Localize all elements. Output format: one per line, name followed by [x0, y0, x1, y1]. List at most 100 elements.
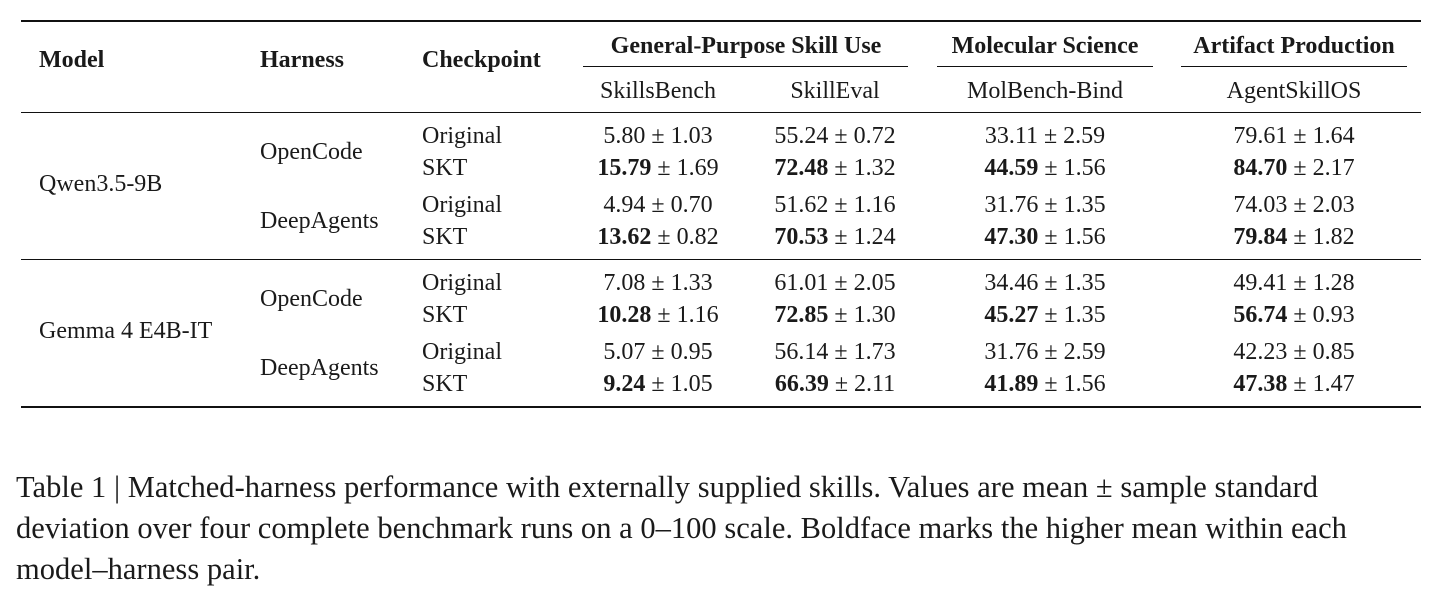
score-sd: ± 2.59 — [1038, 339, 1106, 365]
score-mean: 66.39 — [774, 371, 829, 397]
score-cell: 56.74 ± 0.93 — [1233, 303, 1354, 327]
score-cell: 79.61 ± 1.64 — [1233, 124, 1354, 148]
score-sd: ± 1.73 — [828, 339, 896, 365]
checkpoint-label: Original — [422, 192, 502, 218]
score-mean: 56.74 — [1233, 302, 1288, 328]
score-mean: 72.85 — [774, 302, 829, 328]
score-sd: ± 0.72 — [828, 123, 896, 149]
score-cell: 33.11 ± 2.59 — [985, 124, 1105, 148]
group-underline-artifact — [1181, 66, 1407, 68]
score-sd: ± 1.30 — [828, 302, 896, 328]
checkpoint-label: SKT — [422, 371, 468, 397]
score-cell: 74.03 ± 2.03 — [1233, 193, 1354, 217]
harness-name: DeepAgents — [260, 355, 379, 381]
score-mean: 72.48 — [774, 155, 829, 181]
score-cell: 66.39 ± 2.11 — [775, 372, 895, 396]
score-sd: ± 0.95 — [645, 339, 713, 365]
score-cell: 70.53 ± 1.24 — [774, 225, 895, 249]
score-mean: 15.79 — [597, 155, 652, 181]
score-sd: ± 2.05 — [828, 270, 896, 296]
score-cell: 79.84 ± 1.82 — [1233, 225, 1354, 249]
header-benchmark-skillsbench: SkillsBench — [599, 78, 717, 104]
score-cell: 56.14 ± 1.73 — [774, 340, 895, 364]
score-sd: ± 1.16 — [828, 192, 896, 218]
score-sd: ± 0.70 — [645, 192, 713, 218]
score-cell: 34.46 ± 1.35 — [984, 271, 1105, 295]
checkpoint-label: Original — [422, 339, 502, 365]
score-cell: 72.85 ± 1.30 — [774, 303, 895, 327]
score-sd: ± 1.35 — [1038, 270, 1106, 296]
score-mean: 55.24 — [774, 123, 829, 149]
score-cell: 31.76 ± 2.59 — [984, 340, 1105, 364]
score-cell: 41.89 ± 1.56 — [984, 372, 1105, 396]
score-mean: 31.76 — [984, 192, 1039, 218]
score-mean: 56.14 — [774, 339, 829, 365]
header-group-molecular: Molecular Science — [951, 33, 1139, 59]
bottom-rule — [21, 406, 1421, 408]
score-mean: 33.11 — [984, 123, 1038, 149]
score-sd: ± 1.56 — [1038, 155, 1106, 181]
checkpoint-label: Original — [422, 123, 502, 149]
score-sd: ± 1.35 — [1038, 192, 1106, 218]
score-cell: 47.30 ± 1.56 — [984, 225, 1105, 249]
score-cell: 55.24 ± 0.72 — [774, 124, 895, 148]
score-sd: ± 0.85 — [1287, 339, 1355, 365]
score-sd: ± 1.05 — [645, 371, 713, 397]
header-group-artifact: Artifact Production — [1193, 33, 1395, 59]
score-sd: ± 2.03 — [1287, 192, 1355, 218]
score-sd: ± 0.93 — [1287, 302, 1355, 328]
score-sd: ± 1.47 — [1287, 371, 1355, 397]
score-mean: 49.41 — [1233, 270, 1288, 296]
score-sd: ± 1.56 — [1038, 371, 1106, 397]
checkpoint-label: SKT — [422, 155, 468, 181]
score-cell: 72.48 ± 1.32 — [774, 156, 895, 180]
score-mean: 79.61 — [1233, 123, 1288, 149]
score-mean: 44.59 — [984, 155, 1039, 181]
harness-name: OpenCode — [260, 286, 363, 312]
header-rule — [21, 112, 1421, 114]
score-mean: 5.80 — [603, 123, 646, 149]
score-sd: ± 0.82 — [651, 224, 719, 250]
model-name: Gemma 4 E4B-IT — [39, 318, 213, 344]
score-mean: 7.08 — [603, 270, 646, 296]
score-sd: ± 1.24 — [828, 224, 896, 250]
score-mean: 74.03 — [1233, 192, 1288, 218]
group-underline-general — [583, 66, 908, 68]
harness-name: OpenCode — [260, 139, 363, 165]
block-separator-rule — [21, 259, 1421, 261]
score-mean: 79.84 — [1233, 224, 1288, 250]
group-underline-molecular — [937, 66, 1153, 68]
score-mean: 47.38 — [1233, 371, 1288, 397]
score-cell: 5.80 ± 1.03 — [603, 124, 712, 148]
score-sd: ± 1.64 — [1287, 123, 1355, 149]
score-cell: 9.24 ± 1.05 — [603, 372, 712, 396]
header-model: Model — [39, 47, 105, 73]
score-sd: ± 2.59 — [1037, 123, 1106, 149]
score-sd: ± 1.16 — [651, 302, 719, 328]
header-group-general: General-Purpose Skill Use — [610, 33, 882, 59]
score-cell: 4.94 ± 0.70 — [603, 193, 712, 217]
header-harness: Harness — [260, 47, 344, 73]
score-mean: 61.01 — [774, 270, 829, 296]
score-mean: 9.24 — [603, 371, 646, 397]
score-mean: 34.46 — [984, 270, 1039, 296]
score-cell: 10.28 ± 1.16 — [597, 303, 718, 327]
score-sd: ± 2.17 — [1287, 155, 1355, 181]
header-checkpoint: Checkpoint — [422, 47, 541, 73]
score-sd: ± 1.35 — [1038, 302, 1106, 328]
score-mean: 13.62 — [597, 224, 652, 250]
score-sd: ± 2.11 — [828, 371, 896, 397]
score-cell: 44.59 ± 1.56 — [984, 156, 1105, 180]
score-sd: ± 1.82 — [1287, 224, 1355, 250]
score-cell: 42.23 ± 0.85 — [1233, 340, 1354, 364]
score-mean: 70.53 — [774, 224, 829, 250]
score-mean: 4.94 — [603, 192, 646, 218]
score-sd: ± 1.69 — [651, 155, 719, 181]
header-benchmark-molbench: MolBench-Bind — [967, 78, 1123, 104]
score-mean: 42.23 — [1233, 339, 1288, 365]
top-rule — [21, 20, 1421, 22]
score-sd: ± 1.28 — [1287, 270, 1355, 296]
score-cell: 31.76 ± 1.35 — [984, 193, 1105, 217]
checkpoint-label: SKT — [422, 224, 468, 250]
score-cell: 45.27 ± 1.35 — [984, 303, 1105, 327]
